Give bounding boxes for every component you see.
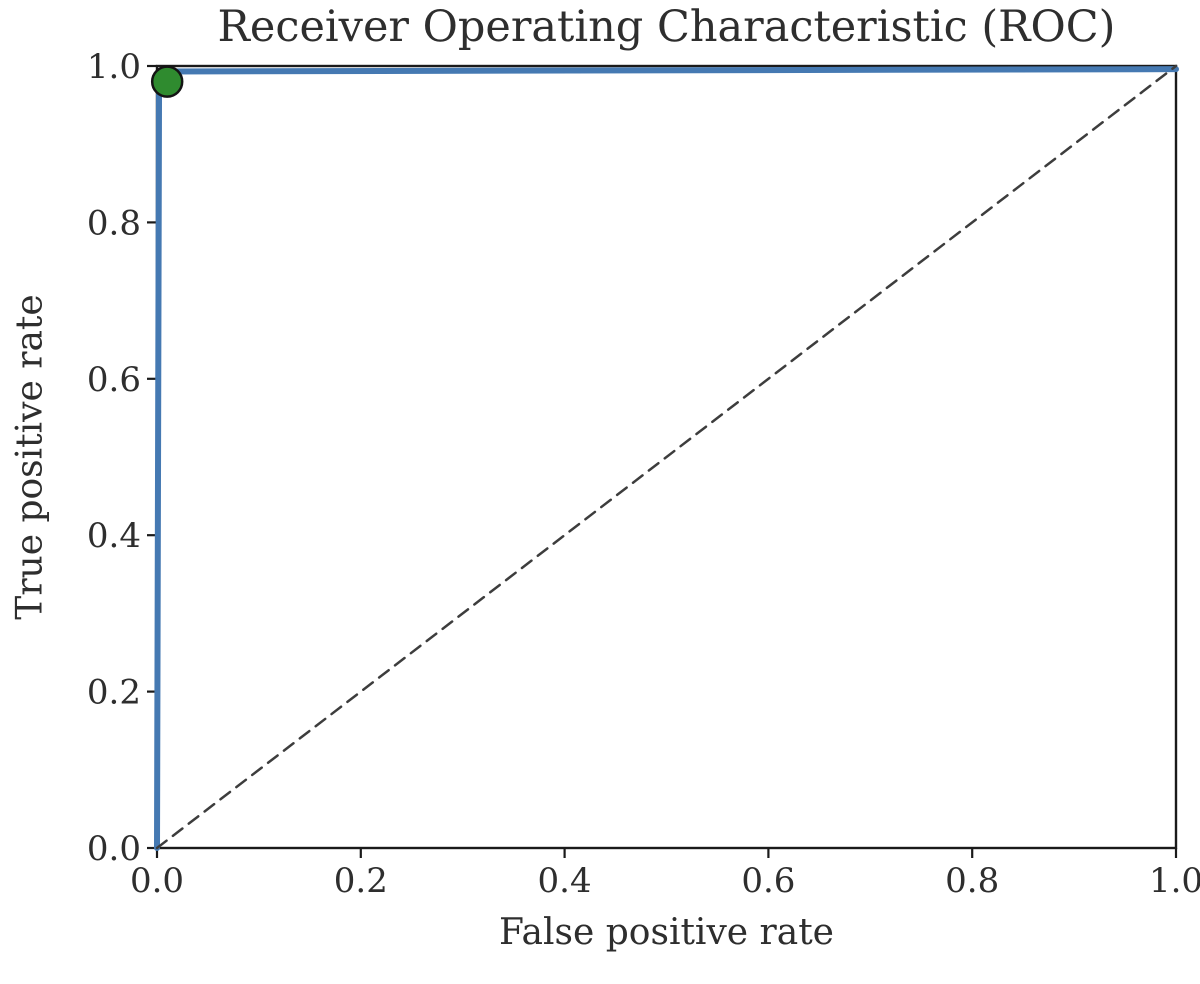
x-axis-label: False positive rate <box>499 912 834 953</box>
x-tick-label: 0.8 <box>945 861 999 901</box>
y-tick-label: 0.4 <box>87 516 141 556</box>
chance-diagonal-line <box>155 64 1178 850</box>
x-tick-label: 0.2 <box>334 861 388 901</box>
x-tick-label: 0.4 <box>538 861 592 901</box>
chart-title: Receiver Operating Characteristic (ROC) <box>217 2 1116 52</box>
x-tick-label: 0.0 <box>130 861 184 901</box>
y-tick-label: 1.0 <box>87 47 141 87</box>
y-tick-label: 0.0 <box>87 829 141 869</box>
y-tick-label: 0.8 <box>87 203 141 243</box>
optimal-point-marker <box>150 65 184 98</box>
x-tick-label: 0.6 <box>741 861 795 901</box>
x-tick-label: 1.0 <box>1149 861 1200 901</box>
y-tick-label: 0.6 <box>87 360 141 400</box>
y-tick-label: 0.2 <box>87 673 141 713</box>
